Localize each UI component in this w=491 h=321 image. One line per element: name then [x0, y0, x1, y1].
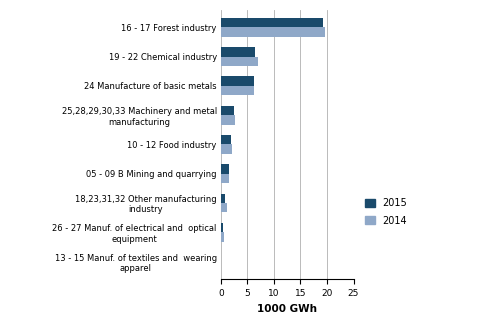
- Bar: [221, 115, 235, 125]
- Bar: [221, 194, 225, 203]
- Bar: [221, 86, 254, 95]
- Bar: [221, 106, 234, 115]
- Bar: [221, 56, 258, 66]
- X-axis label: 1000 GWh: 1000 GWh: [257, 304, 317, 314]
- Bar: [221, 164, 229, 174]
- Bar: [221, 47, 255, 56]
- Bar: [221, 76, 254, 86]
- Bar: [221, 174, 229, 183]
- Bar: [221, 18, 323, 27]
- Bar: [221, 144, 232, 154]
- Bar: [221, 27, 326, 37]
- Bar: [221, 232, 224, 242]
- Bar: [221, 223, 223, 232]
- Bar: [221, 135, 231, 144]
- Legend: 2015, 2014: 2015, 2014: [361, 194, 411, 230]
- Bar: [221, 203, 226, 213]
